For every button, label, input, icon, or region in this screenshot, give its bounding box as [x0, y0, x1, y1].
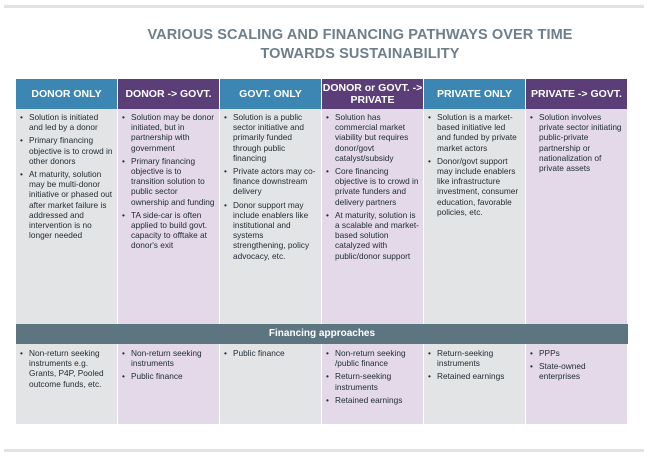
column-header: DONOR ONLY — [16, 79, 117, 109]
description-item: Donor support may include enablers like … — [224, 200, 317, 261]
financing-private-only: Return-seeking instruments Retained earni… — [424, 344, 525, 424]
column-description: Solution has commercial market viability… — [322, 109, 423, 324]
financing-govt-only: Public finance — [220, 344, 321, 424]
description-item: At maturity, solution may be multi-donor… — [20, 169, 113, 240]
description-item: Private actors may co-finance downstream… — [224, 166, 317, 197]
financing-donor-only: Non-return seeking instruments e.g. Gran… — [16, 344, 117, 424]
financing-approaches-band: Financing approaches — [16, 324, 628, 344]
column-govt-only: GOVT. ONLYSolution is a public sector in… — [220, 79, 321, 324]
column-header: GOVT. ONLY — [220, 79, 321, 109]
column-description: Solution involves private sector initiat… — [526, 109, 627, 324]
column-donor-to-govt: DONOR -> GOVT.Solution may be donor init… — [118, 79, 219, 324]
financing-donor-or-govt-to-private: Non-return seeking /public finance Return… — [322, 344, 423, 424]
financing-donor-to-govt: Non-return seeking instruments Public fin… — [118, 344, 219, 424]
description-item: TA side-car is often applied to build go… — [122, 210, 215, 251]
description-item: Solution is initiated and led by a donor — [20, 112, 113, 132]
column-header: PRIVATE ONLY — [424, 79, 525, 109]
financing-item: Public finance — [224, 348, 317, 358]
column-description: Solution is initiated and led by a donor… — [16, 109, 117, 324]
financing-item: Return-seeking instruments — [428, 348, 521, 368]
financing-item: State-owned enterprises — [530, 361, 623, 381]
financing-item: Public finance — [122, 371, 215, 381]
description-item: Solution may be donor initiated, but in … — [122, 112, 215, 153]
description-item: Solution is a public sector initiative a… — [224, 112, 317, 163]
bottom-rule — [4, 449, 644, 452]
column-donor-only: DONOR ONLYSolution is initiated and led … — [16, 79, 117, 324]
column-private-only: PRIVATE ONLYSolution is a market-based i… — [424, 79, 525, 324]
top-rule — [4, 5, 644, 8]
financing-item: Retained earnings — [428, 371, 521, 381]
financing-item: Return-seeking instruments — [326, 371, 419, 391]
description-item: Donor/govt support may include enablers … — [428, 156, 521, 217]
description-item: Primary financing objective is to crowd … — [20, 135, 113, 166]
financing-item: PPPs — [530, 348, 623, 358]
description-item: Solution involves private sector initiat… — [530, 112, 623, 173]
page-title: VARIOUS SCALING AND FINANCING PATHWAYS O… — [147, 27, 573, 62]
financing-item: Non-return seeking /public finance — [326, 348, 419, 368]
financing-item: Non-return seeking instruments e.g. Gran… — [20, 348, 113, 389]
column-description: Solution is a public sector initiative a… — [220, 109, 321, 324]
column-header: DONOR -> GOVT. — [118, 79, 219, 109]
description-item: Primary financing objective is to transi… — [122, 156, 215, 207]
description-item: Solution is a market-based initiative le… — [428, 112, 521, 153]
column-description: Solution is a market-based initiative le… — [424, 109, 525, 324]
financing-item: Non-return seeking instruments — [122, 348, 215, 368]
column-private-to-govt: PRIVATE -> GOVT.Solution involves privat… — [526, 79, 627, 324]
description-item: At maturity, solution is a scalable and … — [326, 210, 419, 261]
financing-item: Retained earnings — [326, 395, 419, 405]
column-header: DONOR or GOVT. -> PRIVATE — [322, 79, 423, 109]
column-donor-or-govt-to-private: DONOR or GOVT. -> PRIVATESolution has co… — [322, 79, 423, 324]
description-item: Core financing objective is to crowd in … — [326, 166, 419, 207]
column-header: PRIVATE -> GOVT. — [526, 79, 627, 109]
financing-private-to-govt: PPPs State-owned enterprises — [526, 344, 627, 424]
description-item: Solution has commercial market viability… — [326, 112, 419, 163]
column-description: Solution may be donor initiated, but in … — [118, 109, 219, 324]
